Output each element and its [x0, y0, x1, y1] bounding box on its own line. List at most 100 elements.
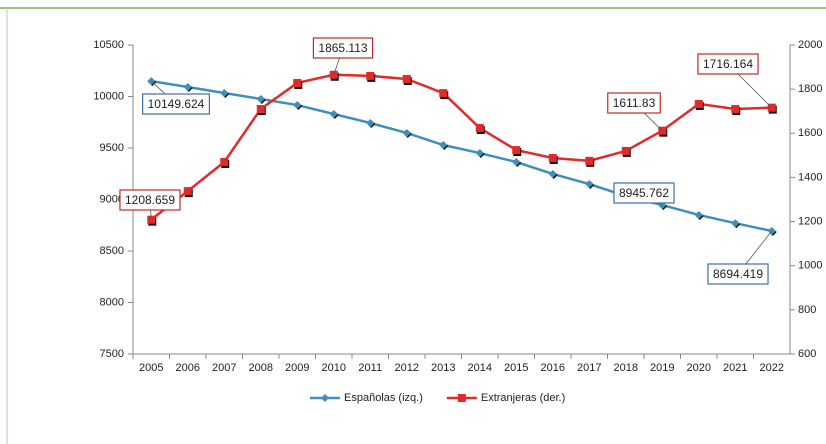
x-tick-label: 2015: [504, 362, 528, 374]
marker: [329, 110, 339, 120]
marker: [512, 158, 522, 168]
legend-marker: [457, 394, 466, 402]
legend-marker: [321, 394, 329, 402]
marker-diamond: [439, 141, 448, 150]
marker-diamond: [220, 88, 229, 97]
marker: [731, 219, 741, 229]
marker-diamond: [366, 118, 375, 127]
marker-diamond: [585, 180, 594, 189]
marker-diamond: [475, 149, 484, 158]
marker: [512, 146, 522, 157]
y2-tick-label: 2000: [798, 39, 822, 51]
marker-diamond: [548, 169, 557, 178]
marker-square: [366, 71, 375, 80]
y2-tick-label: 600: [798, 348, 816, 360]
x-tick-label: 2019: [650, 362, 674, 374]
x-tick-label: 2006: [176, 362, 200, 374]
y-tick-label: 8000: [100, 296, 124, 308]
x-tick-label: 2021: [723, 362, 747, 374]
marker: [293, 78, 303, 89]
marker: [366, 118, 376, 128]
marker-diamond: [183, 83, 192, 92]
marker: [256, 94, 266, 104]
y-tick-label: 10500: [93, 39, 124, 51]
y-tick-label: 9500: [100, 142, 124, 154]
y-tick-label: 8500: [100, 245, 124, 257]
x-tick-label: 2018: [614, 362, 638, 374]
marker-square: [256, 105, 265, 114]
marker: [366, 71, 376, 82]
marker: [183, 187, 193, 198]
data-label: 8694.419: [713, 267, 763, 281]
marker-square: [439, 89, 448, 98]
marker-square: [731, 105, 740, 114]
marker: [621, 146, 631, 157]
marker: [548, 154, 558, 165]
marker: [439, 89, 449, 100]
marker: [220, 157, 230, 168]
data-label: 10149.624: [148, 97, 205, 111]
marker: [439, 141, 449, 151]
legend-label: Extranjeras (der.): [481, 392, 565, 404]
x-tick-label: 2016: [541, 362, 565, 374]
series-line: [150, 73, 772, 221]
marker: [548, 169, 558, 179]
marker: [694, 210, 704, 220]
y-tick-label: 9000: [100, 193, 124, 205]
data-label-box: [142, 93, 210, 115]
marker-square: [183, 187, 192, 196]
y-tick-label: 10000: [93, 90, 124, 102]
marker-diamond: [731, 219, 740, 228]
marker-diamond: [329, 110, 338, 119]
y2-tick-label: 1600: [798, 127, 822, 139]
data-label-box: [312, 37, 374, 59]
x-tick-label: 2012: [395, 362, 419, 374]
data-label: 1716.164: [703, 57, 753, 71]
marker: [731, 105, 741, 116]
data-label-box: [607, 92, 661, 114]
marker-diamond: [694, 210, 703, 219]
marker: [220, 88, 230, 98]
x-tick-label: 2011: [358, 362, 382, 374]
marker-square: [548, 154, 557, 163]
marker: [585, 156, 595, 167]
marker: [402, 74, 412, 85]
marker: [183, 83, 193, 93]
data-label-box: [613, 182, 675, 204]
marker-diamond: [402, 128, 411, 137]
marker-square: [402, 74, 411, 83]
x-tick-label: 2014: [468, 362, 492, 374]
marker-square: [475, 123, 484, 132]
marker: [147, 215, 157, 226]
marker: [402, 128, 412, 138]
x-tick-label: 2009: [285, 362, 309, 374]
y2-tick-label: 1400: [798, 171, 822, 183]
marker-square: [621, 146, 630, 155]
data-label-box: [697, 53, 759, 75]
data-label: 1865.113: [318, 41, 367, 55]
data-label-box: [707, 263, 769, 285]
x-tick-label: 2017: [577, 362, 601, 374]
data-label: 1208.659: [125, 193, 175, 207]
series-line: [151, 79, 773, 233]
marker-square: [220, 157, 229, 166]
marker-diamond: [293, 101, 302, 110]
marker-diamond: [256, 94, 265, 103]
x-tick-label: 2022: [760, 362, 784, 374]
y2-tick-label: 1800: [798, 83, 822, 95]
legend-label: Españolas (izq.): [344, 392, 423, 404]
marker: [475, 149, 485, 159]
marker-square: [694, 99, 703, 108]
data-label: 8945.762: [619, 186, 669, 200]
y2-tick-label: 800: [798, 304, 816, 316]
x-tick-label: 2008: [249, 362, 273, 374]
y2-tick-label: 1200: [798, 215, 822, 227]
marker-square: [585, 156, 594, 165]
x-tick-label: 2007: [212, 362, 236, 374]
marker: [475, 123, 485, 134]
marker-square: [293, 78, 302, 87]
y-tick-label: 7500: [100, 348, 124, 360]
marker: [585, 180, 595, 190]
marker-square: [512, 146, 521, 155]
